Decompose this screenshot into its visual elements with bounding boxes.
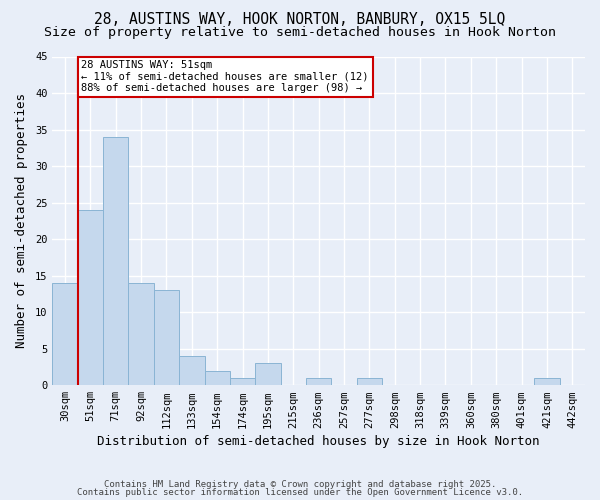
Bar xyxy=(255,364,281,385)
Bar xyxy=(534,378,560,385)
X-axis label: Distribution of semi-detached houses by size in Hook Norton: Distribution of semi-detached houses by … xyxy=(97,434,540,448)
Text: 28 AUSTINS WAY: 51sqm
← 11% of semi-detached houses are smaller (12)
88% of semi: 28 AUSTINS WAY: 51sqm ← 11% of semi-deta… xyxy=(82,60,369,94)
Bar xyxy=(306,378,331,385)
Text: Contains public sector information licensed under the Open Government Licence v3: Contains public sector information licen… xyxy=(77,488,523,497)
Bar xyxy=(128,283,154,385)
Bar xyxy=(103,137,128,385)
Bar xyxy=(154,290,179,385)
Y-axis label: Number of semi-detached properties: Number of semi-detached properties xyxy=(15,94,28,348)
Bar xyxy=(77,210,103,385)
Text: 28, AUSTINS WAY, HOOK NORTON, BANBURY, OX15 5LQ: 28, AUSTINS WAY, HOOK NORTON, BANBURY, O… xyxy=(94,12,506,28)
Bar xyxy=(357,378,382,385)
Text: Contains HM Land Registry data © Crown copyright and database right 2025.: Contains HM Land Registry data © Crown c… xyxy=(104,480,496,489)
Bar xyxy=(179,356,205,385)
Bar xyxy=(230,378,255,385)
Bar xyxy=(205,370,230,385)
Bar xyxy=(52,283,77,385)
Text: Size of property relative to semi-detached houses in Hook Norton: Size of property relative to semi-detach… xyxy=(44,26,556,39)
